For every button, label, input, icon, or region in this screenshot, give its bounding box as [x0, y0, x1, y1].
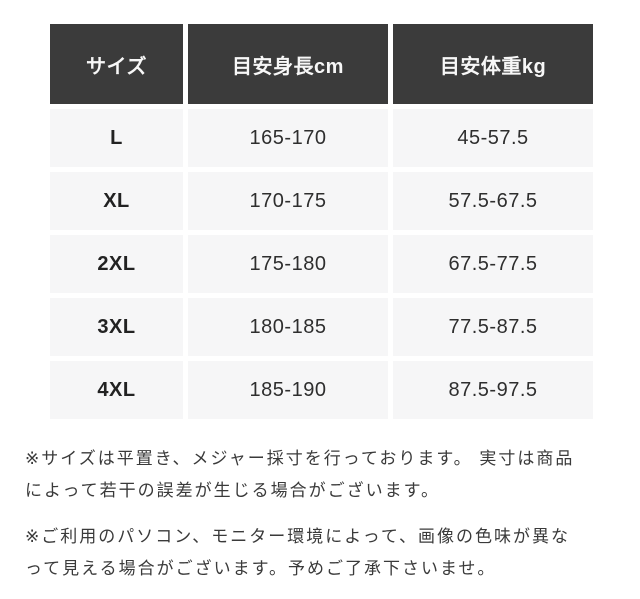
height-value: 175-180	[188, 235, 388, 293]
note-line: ※ご利用のパソコン、モニター環境によって、画像の色味が異な	[25, 527, 571, 546]
note-line: ※サイズは平置き、メジャー採寸を行っております。 実寸は商品	[25, 449, 575, 468]
weight-value: 87.5-97.5	[393, 361, 593, 419]
size-chart-table: サイズ 目安身長cm 目安体重kg L 165-170 45-57.5 XL 1…	[50, 24, 593, 419]
note-line: って見える場合がございます。予めご了承下さいませ。	[25, 559, 497, 578]
header-cell-height: 目安身長cm	[188, 24, 388, 104]
size-label: 4XL	[50, 361, 183, 419]
notes-section: ※サイズは平置き、メジャー採寸を行っております。 実寸は商品 によって若干の誤差…	[25, 443, 625, 599]
height-value: 185-190	[188, 361, 388, 419]
note-monitor-disclaimer: ※ご利用のパソコン、モニター環境によって、画像の色味が異な って見える場合がござ…	[25, 521, 625, 585]
size-label: L	[50, 109, 183, 167]
weight-value: 45-57.5	[393, 109, 593, 167]
weight-value: 57.5-67.5	[393, 172, 593, 230]
size-label: 3XL	[50, 298, 183, 356]
height-value: 180-185	[188, 298, 388, 356]
height-value: 170-175	[188, 172, 388, 230]
size-label: XL	[50, 172, 183, 230]
weight-value: 77.5-87.5	[393, 298, 593, 356]
size-label: 2XL	[50, 235, 183, 293]
note-line: によって若干の誤差が生じる場合がございます。	[25, 481, 440, 500]
header-cell-size: サイズ	[50, 24, 183, 104]
weight-value: 67.5-77.5	[393, 235, 593, 293]
header-cell-weight: 目安体重kg	[393, 24, 593, 104]
note-measurement-disclaimer: ※サイズは平置き、メジャー採寸を行っております。 実寸は商品 によって若干の誤差…	[25, 443, 625, 507]
height-value: 165-170	[188, 109, 388, 167]
